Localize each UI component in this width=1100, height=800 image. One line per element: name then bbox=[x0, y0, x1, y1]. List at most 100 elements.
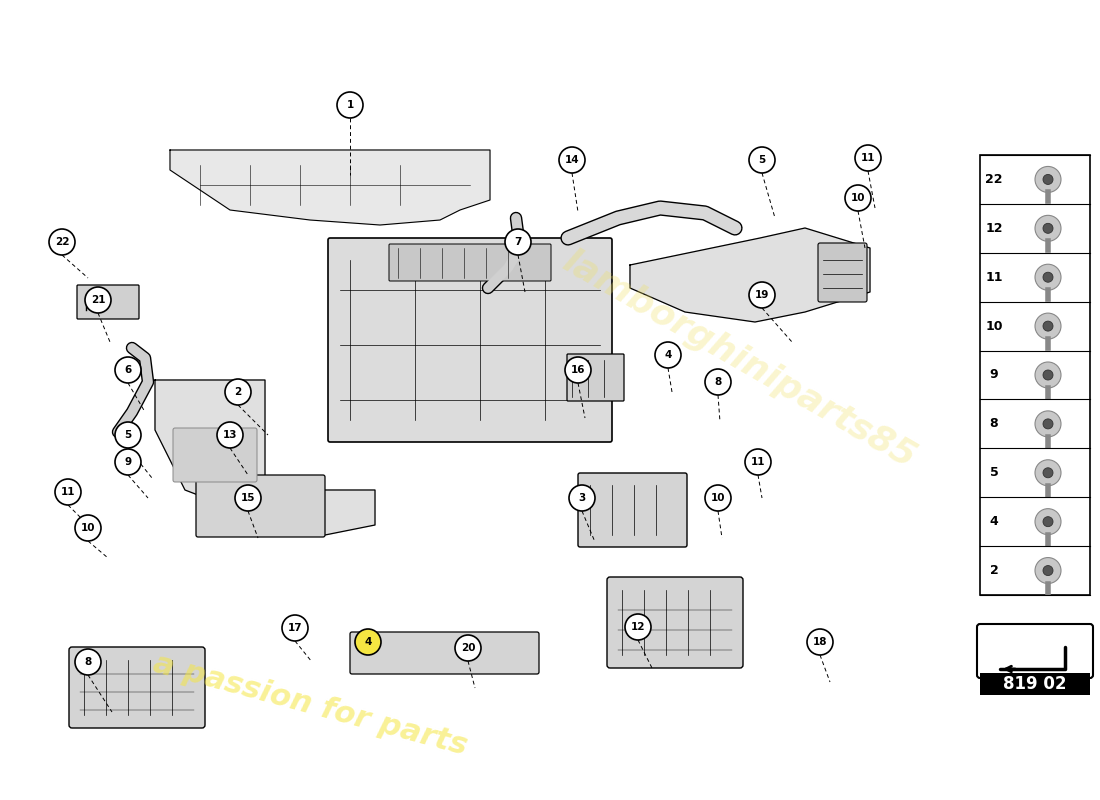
Circle shape bbox=[565, 357, 591, 383]
Text: 19: 19 bbox=[755, 290, 769, 300]
Circle shape bbox=[1035, 558, 1062, 583]
Circle shape bbox=[807, 629, 833, 655]
Text: 20: 20 bbox=[461, 643, 475, 653]
Circle shape bbox=[217, 422, 243, 448]
Text: 10: 10 bbox=[986, 320, 1003, 333]
Circle shape bbox=[282, 615, 308, 641]
Text: 10: 10 bbox=[850, 193, 866, 203]
Circle shape bbox=[625, 614, 651, 640]
Text: 9: 9 bbox=[990, 369, 999, 382]
Text: 10: 10 bbox=[711, 493, 725, 503]
Text: 17: 17 bbox=[288, 623, 302, 633]
Circle shape bbox=[1035, 362, 1062, 388]
Text: 15: 15 bbox=[241, 493, 255, 503]
Text: 22: 22 bbox=[986, 173, 1003, 186]
Text: 12: 12 bbox=[630, 622, 646, 632]
Text: 18: 18 bbox=[813, 637, 827, 647]
Text: 14: 14 bbox=[564, 155, 580, 165]
Circle shape bbox=[75, 515, 101, 541]
Polygon shape bbox=[630, 228, 870, 322]
Circle shape bbox=[337, 92, 363, 118]
FancyBboxPatch shape bbox=[977, 624, 1093, 678]
Circle shape bbox=[505, 229, 531, 255]
Circle shape bbox=[455, 635, 481, 661]
Text: 5: 5 bbox=[990, 466, 999, 479]
Text: 4: 4 bbox=[664, 350, 672, 360]
Circle shape bbox=[855, 145, 881, 171]
Circle shape bbox=[116, 357, 141, 383]
Circle shape bbox=[1035, 411, 1062, 437]
Text: 16: 16 bbox=[571, 365, 585, 375]
Circle shape bbox=[116, 422, 141, 448]
FancyBboxPatch shape bbox=[566, 354, 624, 401]
FancyBboxPatch shape bbox=[818, 243, 867, 302]
Text: 819 02: 819 02 bbox=[1003, 675, 1067, 693]
Circle shape bbox=[1035, 215, 1062, 242]
Circle shape bbox=[1035, 166, 1062, 193]
Circle shape bbox=[1043, 321, 1053, 331]
Circle shape bbox=[1043, 174, 1053, 185]
Circle shape bbox=[705, 369, 732, 395]
FancyBboxPatch shape bbox=[350, 632, 539, 674]
Text: 2: 2 bbox=[234, 387, 242, 397]
Polygon shape bbox=[170, 150, 490, 225]
FancyBboxPatch shape bbox=[980, 673, 1090, 695]
Circle shape bbox=[1043, 370, 1053, 380]
Text: 11: 11 bbox=[750, 457, 766, 467]
Text: 10: 10 bbox=[80, 523, 96, 533]
Polygon shape bbox=[155, 380, 375, 535]
Circle shape bbox=[85, 287, 111, 313]
FancyBboxPatch shape bbox=[173, 428, 257, 482]
Circle shape bbox=[654, 342, 681, 368]
Circle shape bbox=[845, 185, 871, 211]
Circle shape bbox=[1043, 223, 1053, 234]
Text: 4: 4 bbox=[364, 637, 372, 647]
Circle shape bbox=[1043, 468, 1053, 478]
FancyBboxPatch shape bbox=[389, 244, 551, 281]
Circle shape bbox=[235, 485, 261, 511]
FancyBboxPatch shape bbox=[578, 473, 688, 547]
Text: a passion for parts: a passion for parts bbox=[150, 649, 470, 761]
Circle shape bbox=[749, 147, 775, 173]
Text: 5: 5 bbox=[758, 155, 766, 165]
Text: 11: 11 bbox=[986, 270, 1003, 284]
Text: 11: 11 bbox=[60, 487, 75, 497]
Text: 13: 13 bbox=[222, 430, 238, 440]
Text: 8: 8 bbox=[85, 657, 91, 667]
FancyBboxPatch shape bbox=[69, 647, 205, 728]
Circle shape bbox=[1043, 566, 1053, 575]
Circle shape bbox=[1035, 460, 1062, 486]
Text: 11: 11 bbox=[860, 153, 876, 163]
Text: 7: 7 bbox=[515, 237, 521, 247]
Text: 21: 21 bbox=[90, 295, 106, 305]
Circle shape bbox=[705, 485, 732, 511]
Text: 12: 12 bbox=[986, 222, 1003, 235]
Text: 8: 8 bbox=[990, 418, 999, 430]
Circle shape bbox=[559, 147, 585, 173]
Circle shape bbox=[1035, 509, 1062, 534]
Text: 1: 1 bbox=[346, 100, 353, 110]
Bar bbox=[980, 155, 1090, 595]
Circle shape bbox=[1043, 272, 1053, 282]
Circle shape bbox=[50, 229, 75, 255]
Circle shape bbox=[75, 649, 101, 675]
FancyBboxPatch shape bbox=[607, 577, 742, 668]
Text: 5: 5 bbox=[124, 430, 132, 440]
FancyBboxPatch shape bbox=[328, 238, 612, 442]
Text: 6: 6 bbox=[124, 365, 132, 375]
Text: 8: 8 bbox=[714, 377, 722, 387]
Text: lamborghiniparts85: lamborghiniparts85 bbox=[558, 245, 923, 475]
FancyBboxPatch shape bbox=[196, 475, 324, 537]
Circle shape bbox=[745, 449, 771, 475]
Text: 9: 9 bbox=[124, 457, 132, 467]
Circle shape bbox=[55, 479, 81, 505]
Text: 4: 4 bbox=[990, 515, 999, 528]
Text: 22: 22 bbox=[55, 237, 69, 247]
Text: 3: 3 bbox=[579, 493, 585, 503]
Circle shape bbox=[749, 282, 775, 308]
Circle shape bbox=[355, 629, 381, 655]
Circle shape bbox=[226, 379, 251, 405]
Circle shape bbox=[1035, 313, 1062, 339]
Circle shape bbox=[116, 449, 141, 475]
Text: 2: 2 bbox=[990, 564, 999, 577]
